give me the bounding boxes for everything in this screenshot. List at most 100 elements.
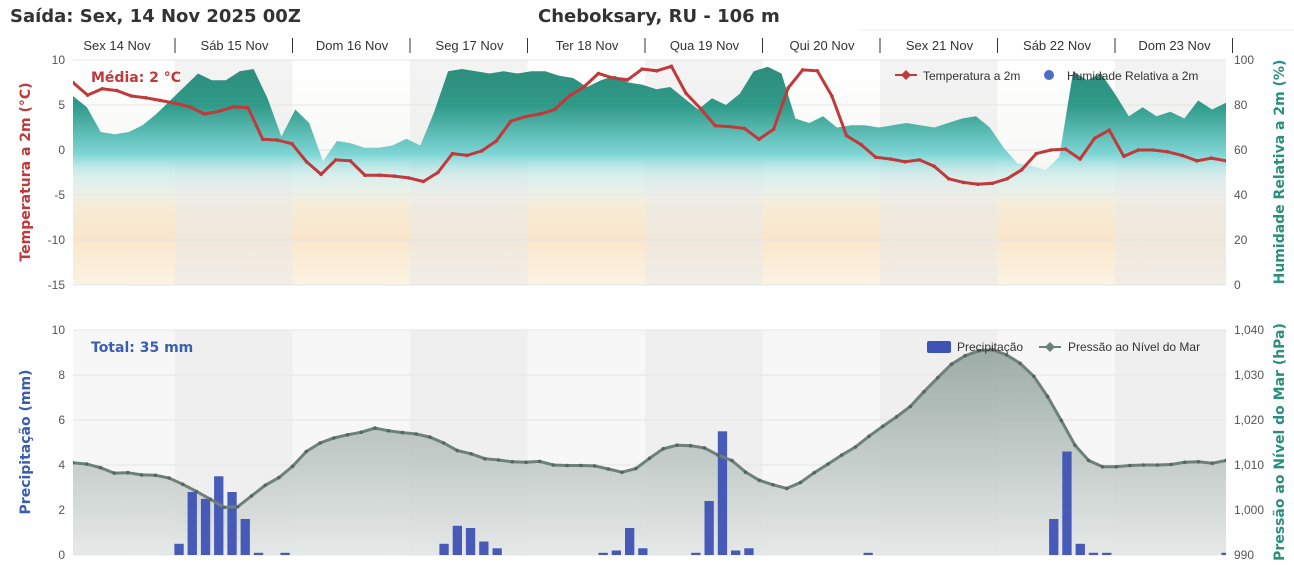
temperature-point [625, 78, 630, 82]
day-label: Seg 17 Nov [436, 38, 504, 53]
pressure-point [743, 470, 748, 475]
precipitation-bar [452, 525, 462, 555]
pressure-point [181, 482, 185, 487]
pressure-point [1183, 460, 1187, 465]
y-tick-left: -5 [54, 188, 65, 202]
temperature-point [188, 105, 192, 109]
pressure-point [194, 489, 199, 494]
pressure-point [249, 494, 254, 498]
temperature-point [946, 177, 951, 181]
pressure-point [359, 430, 364, 435]
precipitation-bar [744, 548, 754, 555]
pressure-point [510, 460, 514, 464]
pressure-legend-label: Pressão ao Nível do Mar [1068, 340, 1200, 354]
pressure-point [332, 436, 336, 440]
temperature-point [815, 69, 820, 73]
pressure-point [1045, 394, 1050, 399]
y-tick-left: 10 [52, 53, 66, 67]
precipitation-bar [492, 548, 502, 555]
temperature-point [348, 159, 353, 163]
temperature-point [757, 137, 761, 141]
pressure-point [428, 435, 432, 439]
temperature-point [903, 159, 907, 164]
temperature-point [1136, 148, 1141, 152]
temperature-point [1151, 148, 1155, 152]
y-tick-right: 1,020 [1234, 413, 1264, 427]
pressure-point [1128, 463, 1132, 468]
pressure-point [1032, 374, 1036, 379]
pressure-point [1224, 458, 1226, 463]
precipitation-bar [1049, 519, 1059, 555]
precipitation-total-label: Total: 35 mm [91, 340, 193, 356]
y-tick-right: 1,040 [1234, 323, 1264, 337]
temperature-point [1063, 147, 1068, 151]
pressure-area [73, 349, 1226, 555]
temperature-point [917, 158, 922, 162]
y-tick-right: 1,000 [1234, 503, 1264, 517]
pressure-point [373, 426, 377, 430]
temperature-point [85, 93, 90, 97]
y-tick-left: -15 [48, 278, 66, 292]
pressure-point [675, 443, 679, 448]
pressure-point [565, 463, 569, 468]
pressure-point [1059, 418, 1064, 423]
pressure-legend-marker [1045, 342, 1055, 352]
pressure-point [977, 348, 981, 353]
temperature-point [990, 181, 995, 186]
temperature-point [1034, 151, 1039, 156]
temperature-point [392, 174, 396, 178]
temperature-humidity-panel: 10 5 0 -5 -10 -15 100 80 60 40 20 0 Média: 2 °C Te… [18, 53, 1288, 292]
pressure-point [1100, 465, 1105, 469]
temperature-point [100, 87, 104, 91]
y-tick-left: 10 [52, 323, 66, 337]
temperature-legend-label: Temperatura a 2m [923, 69, 1020, 83]
pressure-point [647, 456, 652, 461]
y-tick-left: 6 [58, 413, 65, 427]
precipitation-bar [863, 552, 873, 555]
temperature-point [873, 155, 878, 159]
temperature-point [1209, 156, 1214, 160]
pressure-point [1086, 458, 1091, 463]
temperature-point [304, 159, 309, 164]
temperature-point [73, 80, 75, 85]
temperature-point [1122, 154, 1126, 159]
top-legend: Temperatura a 2m Humidade Relativa a 2m [895, 69, 1198, 83]
pressure-point [386, 429, 391, 433]
temperature-point [859, 142, 863, 147]
precipitation-bar [280, 552, 290, 555]
temperature-point [976, 182, 980, 186]
day-label: Dom 16 Nov [316, 38, 389, 53]
precipitation-axis-title: Precipitação (mm) [18, 370, 34, 515]
y-tick-left: 8 [58, 368, 65, 382]
precipitation-bar [731, 550, 741, 555]
temperature-point [1005, 177, 1009, 181]
temperature-point [596, 71, 601, 76]
temperature-point [713, 123, 717, 128]
precipitation-bar [439, 543, 449, 555]
y-tick-left: -10 [48, 233, 66, 247]
temperature-point [319, 172, 323, 177]
temperature-point [1019, 168, 1024, 172]
temperature-point [655, 69, 659, 73]
y-tick-right: 80 [1234, 98, 1248, 112]
pressure-point [290, 464, 295, 469]
temperature-point [202, 112, 207, 116]
temperature-point [290, 141, 294, 146]
precipitation-bar [465, 528, 476, 555]
pressure-point [1114, 465, 1118, 469]
temperature-point [888, 157, 893, 161]
pressure-point [318, 441, 322, 445]
pressure-point [757, 478, 762, 483]
temperature-point [1078, 157, 1082, 161]
pressure-point [441, 441, 446, 445]
pressure-point [551, 463, 556, 467]
temperature-point [231, 105, 236, 109]
pressure-point [73, 461, 75, 465]
precipitation-pressure-panel: 10 8 6 4 2 0 1,040 1,030 1,020 1,010 1,000 990 Tot… [18, 323, 1288, 562]
temperature-point [932, 164, 936, 168]
run-label: Saída: Sex, 14 Nov 2025 00Z [10, 6, 301, 27]
pressure-point [414, 432, 419, 436]
day-label: Ter 18 Nov [556, 38, 619, 53]
precipitation-bar [1088, 552, 1099, 555]
day-label: Sáb 22 Nov [1023, 38, 1091, 53]
